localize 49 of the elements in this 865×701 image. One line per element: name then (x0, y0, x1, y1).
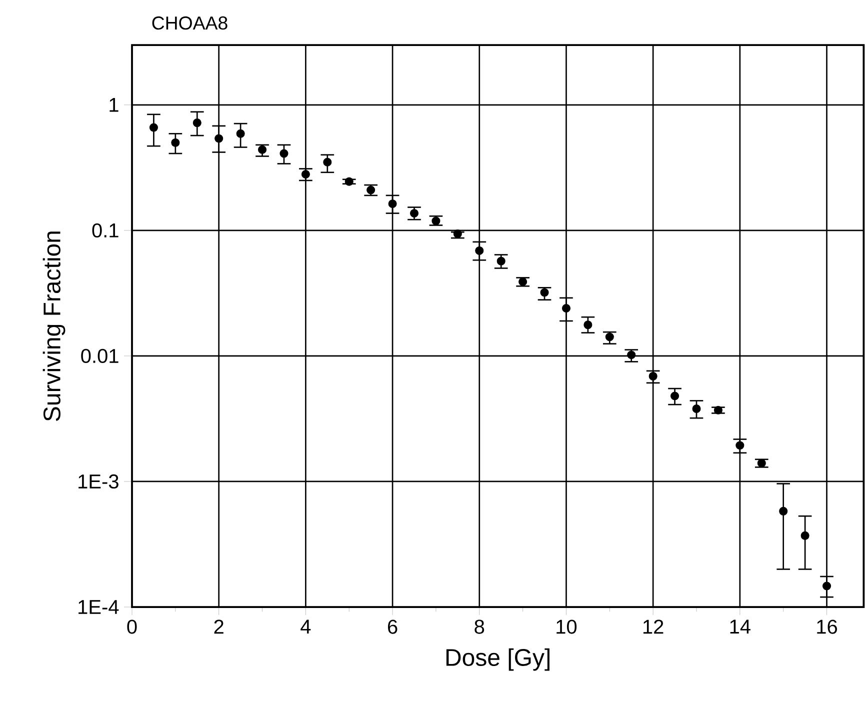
y-tick-label: 1E-3 (78, 474, 118, 489)
point (605, 332, 614, 342)
point (301, 170, 310, 179)
point (149, 123, 158, 132)
point (584, 320, 592, 330)
point (214, 134, 224, 143)
point (822, 582, 832, 590)
point (757, 458, 766, 468)
x-tick-label: 8 (474, 620, 484, 634)
x-tick-label: 12 (643, 620, 664, 634)
point (258, 145, 267, 154)
point (736, 441, 744, 450)
point (779, 506, 788, 516)
point (192, 118, 202, 128)
point (540, 288, 549, 297)
point (410, 208, 419, 218)
x-tick-label: 10 (556, 620, 577, 634)
point (692, 404, 701, 413)
point (453, 230, 462, 238)
point (800, 531, 810, 540)
point (236, 129, 245, 138)
point (323, 158, 332, 166)
x-axis-title: Dose [Gy] (446, 648, 550, 671)
chart-title: CHOAA8 (152, 16, 228, 30)
point (670, 392, 680, 400)
point (627, 350, 636, 360)
x-tick-label: 2 (214, 620, 224, 634)
y-tick-label: 0.01 (81, 348, 118, 364)
point (475, 246, 484, 255)
point (344, 177, 354, 186)
point (366, 186, 376, 194)
point (388, 200, 397, 208)
y-tick-label: 0.1 (92, 223, 118, 238)
x-tick-label: 6 (388, 620, 398, 634)
point (648, 372, 658, 380)
y-axis-title: Surviving Fraction (42, 232, 66, 421)
point (280, 149, 288, 158)
x-tick-label: 16 (817, 620, 838, 634)
point (432, 216, 440, 226)
x-tick-label: 4 (300, 620, 311, 634)
y-tick-label: 1E-4 (78, 600, 119, 614)
point (562, 304, 570, 312)
point (171, 138, 180, 147)
point (518, 277, 528, 286)
point (714, 406, 722, 414)
point (496, 256, 506, 266)
x-tick-label: 14 (730, 620, 750, 634)
y-tick-label: 1 (110, 98, 118, 112)
x-tick-label: 0 (127, 620, 137, 634)
